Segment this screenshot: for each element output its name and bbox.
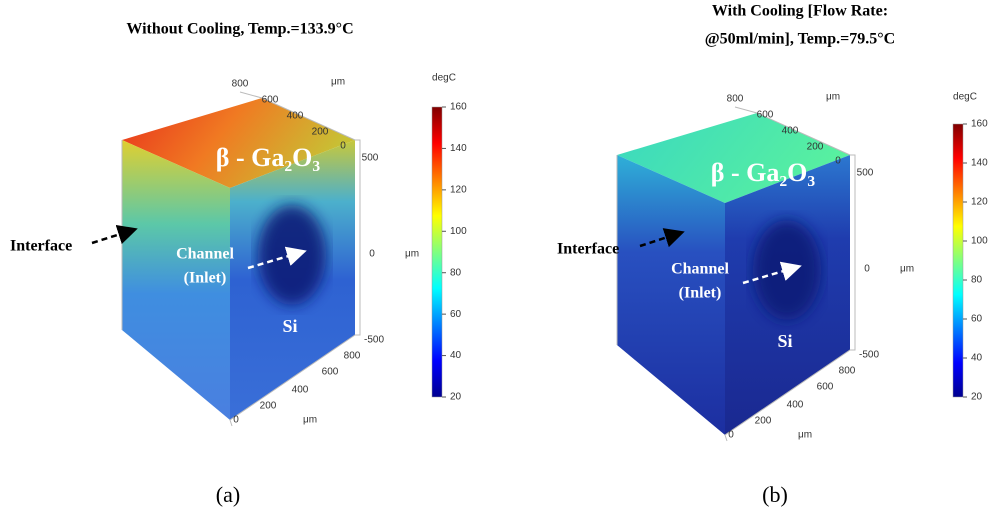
axis-label: 200 <box>312 127 329 138</box>
axis-label: -500 <box>364 335 384 346</box>
axis-label: 200 <box>755 416 772 427</box>
axis-label: 600 <box>262 95 279 106</box>
axis-label: 800 <box>727 94 744 105</box>
panel: 800 600 400 200 0 μm 500 0 -500 μm 800 600 400 200 0 μm… <box>616 92 914 442</box>
panel-title: @50ml/min], Temp.=79.5°C <box>705 31 895 48</box>
channel-label: (Inlet) <box>184 270 227 287</box>
axis-label: 0 <box>864 264 870 275</box>
panel-label: (a) <box>216 482 240 507</box>
channel-label: (Inlet) <box>679 285 722 302</box>
colorbar-unit: degC <box>953 92 977 103</box>
axis-label: 200 <box>260 401 277 412</box>
axis-label: 0 <box>233 415 239 426</box>
axis-label: 500 <box>857 168 874 179</box>
colorbar-tick-label: 100 <box>450 226 467 237</box>
channel-label: Channel <box>671 261 729 278</box>
axis-label: 0 <box>369 249 375 260</box>
colorbar-tick-label: 40 <box>450 350 462 361</box>
axis-label: μm <box>798 430 812 441</box>
axis-label: 500 <box>362 153 379 164</box>
axis-label: 800 <box>839 366 856 377</box>
box-top-face <box>617 113 850 203</box>
colorbar-tick-label: 140 <box>971 158 988 169</box>
box-left-face <box>617 155 725 435</box>
substrate-label: Si <box>777 331 792 351</box>
channel-label: Channel <box>176 246 234 263</box>
colorbar-tick-label: 160 <box>971 119 988 130</box>
colorbar <box>952 123 964 398</box>
axis-label: 800 <box>232 79 249 90</box>
axis-label: 400 <box>782 126 799 137</box>
axis-label: 0 <box>340 141 346 152</box>
axis-label: 400 <box>292 385 309 396</box>
axis-label: 800 <box>344 351 361 362</box>
colorbar-unit: degC <box>432 73 456 84</box>
axis-label: μm <box>331 77 345 88</box>
interface-arrow <box>639 228 685 248</box>
axis-label: 600 <box>817 382 834 393</box>
axis-frame <box>724 106 856 442</box>
axis-label: -500 <box>859 350 879 361</box>
interface-label: Interface <box>557 241 619 258</box>
box-top-face <box>122 98 355 188</box>
colorbar-tick-label: 60 <box>450 309 462 320</box>
axis-label: 600 <box>322 367 339 378</box>
colorbar-tick-label: 120 <box>971 197 988 208</box>
interface-arrow <box>91 225 138 245</box>
axis-label: 200 <box>807 142 824 153</box>
colorbar-tick-label: 20 <box>971 392 983 403</box>
axis-label: 0 <box>728 430 734 441</box>
substrate-label: Si <box>282 316 297 336</box>
colorbar-tick-label: 80 <box>971 275 983 286</box>
colorbar-tick-label: 60 <box>971 314 983 325</box>
panel: 800 600 400 200 0 μm 500 0 -500 μm 800 600 400 200 0 μm… <box>121 77 419 427</box>
colorbar-tick-label: 20 <box>450 392 462 403</box>
axis-label: μm <box>900 264 914 275</box>
axis-label: μm <box>826 92 840 103</box>
colorbar <box>431 106 443 398</box>
axis-label: 0 <box>835 156 841 167</box>
axis-frame <box>229 91 361 427</box>
axis-label: μm <box>405 249 419 260</box>
panel-title: With Cooling [Flow Rate: <box>712 3 888 20</box>
box-left-face <box>122 140 230 420</box>
panel-title: Without Cooling, Temp.=133.9°C <box>126 21 353 38</box>
panel-label: (b) <box>762 482 788 507</box>
colorbar-tick-label: 140 <box>450 143 467 154</box>
interface-label: Interface <box>10 238 72 255</box>
axis-label: 400 <box>287 111 304 122</box>
colorbar-tick-label: 100 <box>971 236 988 247</box>
colorbar-tick-label: 160 <box>450 102 467 113</box>
colorbar-tick-label: 80 <box>450 267 462 278</box>
material-label: β - Ga₂O₃ <box>711 158 816 187</box>
axis-label: 600 <box>757 110 774 121</box>
axis-label: 400 <box>787 400 804 411</box>
material-label: β - Ga₂O₃ <box>216 143 321 172</box>
axis-label: μm <box>303 415 317 426</box>
colorbar-tick-label: 120 <box>450 184 467 195</box>
colorbar-tick-label: 40 <box>971 353 983 364</box>
